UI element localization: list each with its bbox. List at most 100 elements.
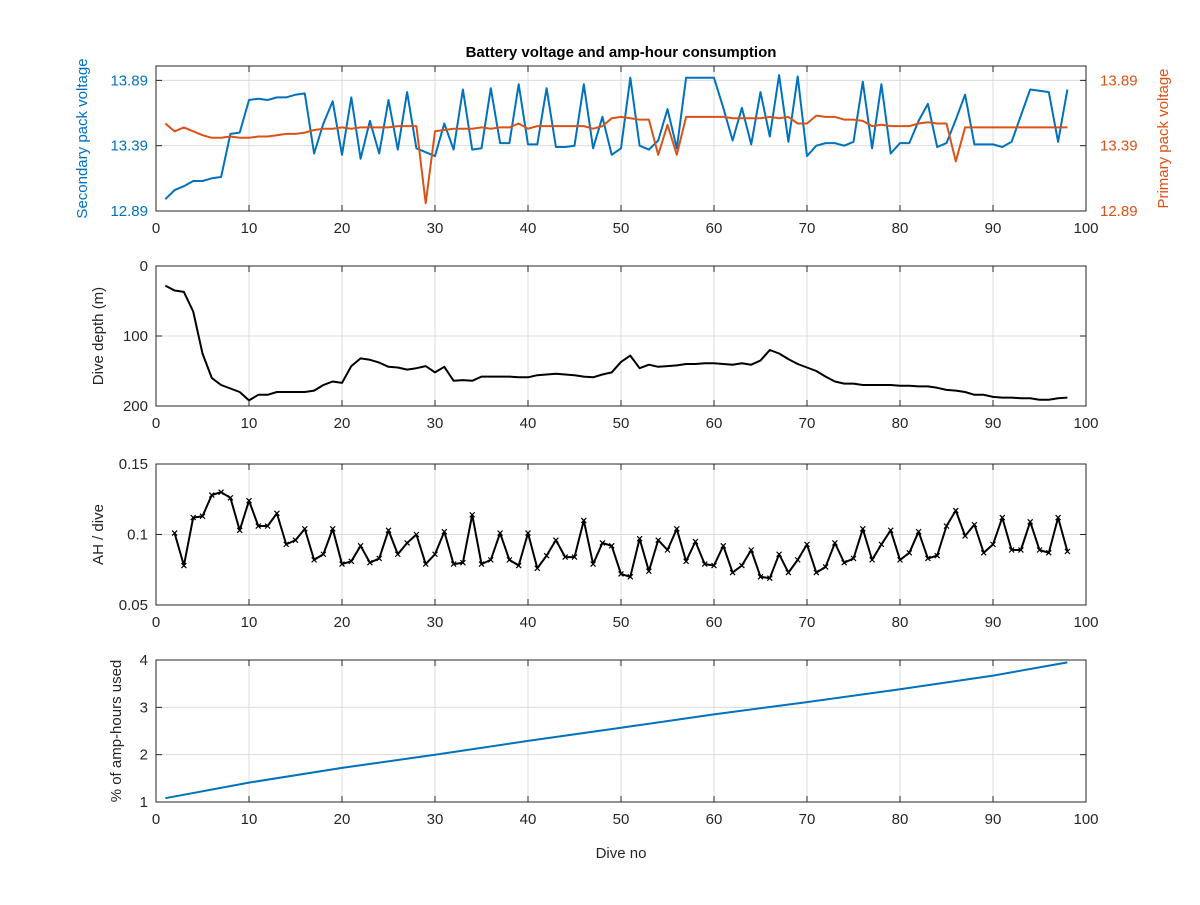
x-tick-label: 50 <box>613 811 630 828</box>
data-point-marker <box>776 551 783 558</box>
x-tick-label: 90 <box>985 811 1002 828</box>
data-point-marker <box>292 537 299 544</box>
data-point-marker <box>878 541 885 548</box>
data-point-marker <box>729 569 736 576</box>
data-point-marker <box>329 525 336 532</box>
data-point-marker <box>1008 547 1015 553</box>
data-point-marker <box>636 535 643 542</box>
data-point-marker <box>227 494 234 501</box>
y-right-axis-label: Primary pack voltage <box>1155 68 1172 208</box>
x-tick-label: 100 <box>1073 220 1098 237</box>
data-point-marker <box>1036 547 1043 553</box>
data-point-marker <box>487 556 494 563</box>
data-point-marker <box>859 525 866 532</box>
data-point-marker <box>841 559 848 566</box>
data-point-marker <box>339 561 345 568</box>
data-point-marker <box>562 554 569 560</box>
data-point-marker <box>404 540 411 546</box>
data-point-marker <box>711 562 717 569</box>
data-point-marker <box>738 562 745 569</box>
data-point-marker <box>850 555 857 562</box>
data-point-marker <box>794 556 801 563</box>
y-right-tick-label: 13.89 <box>1100 72 1138 89</box>
x-tick-label: 20 <box>334 415 351 432</box>
x-tick-label: 90 <box>985 220 1002 237</box>
x-tick-label: 20 <box>334 220 351 237</box>
data-point-marker <box>720 542 727 549</box>
x-tick-label: 0 <box>152 415 160 432</box>
y-tick-label: 1 <box>140 794 148 811</box>
x-tick-label: 50 <box>613 220 630 237</box>
x-tick-label: 60 <box>706 811 723 828</box>
data-point-marker <box>664 547 671 553</box>
y-axis-label: Dive depth (m) <box>90 287 107 385</box>
data-point-marker <box>208 492 215 498</box>
data-point-marker <box>348 558 355 565</box>
data-point-marker <box>701 561 708 568</box>
y-tick-label: 200 <box>123 398 148 415</box>
x-tick-label: 100 <box>1073 614 1098 631</box>
x-tick-label: 40 <box>520 220 537 237</box>
data-point-marker <box>543 552 550 559</box>
data-point-marker <box>869 556 876 563</box>
data-point-marker <box>301 525 308 532</box>
series-line-0 <box>165 661 1068 800</box>
data-point-marker <box>971 521 978 528</box>
x-tick-label: 70 <box>799 811 816 828</box>
data-point-marker <box>469 511 476 518</box>
data-point-marker <box>236 527 243 534</box>
x-tick-label: 60 <box>706 415 723 432</box>
data-point-marker <box>394 551 401 558</box>
data-point-marker <box>441 528 448 535</box>
x-tick-label: 0 <box>152 614 160 631</box>
data-point-marker <box>924 555 931 562</box>
data-point-marker <box>748 547 755 553</box>
y-tick-label: 0.15 <box>119 456 148 473</box>
voltage-panel: 0 10 20 30 40 50 60 70 80 90 10012.8913.3913.89Sec… <box>74 58 1172 237</box>
x-tick-label: 10 <box>241 614 258 631</box>
x-axis-label: Dive no <box>596 845 647 862</box>
data-point-marker <box>887 527 894 534</box>
data-point-marker <box>915 528 922 535</box>
data-point-marker <box>311 556 318 563</box>
data-point-marker <box>766 575 773 582</box>
x-tick-label: 90 <box>985 614 1002 631</box>
x-tick-label: 10 <box>241 415 258 432</box>
x-tick-label: 60 <box>706 614 723 631</box>
y-tick-label: 2 <box>140 747 148 764</box>
x-tick-label: 20 <box>334 811 351 828</box>
data-point-marker <box>478 561 485 568</box>
data-point-marker <box>608 542 615 549</box>
data-point-marker <box>525 530 531 537</box>
data-point-marker <box>199 513 206 520</box>
x-tick-label: 10 <box>241 220 258 237</box>
y-tick-label: 0.1 <box>127 527 148 544</box>
x-tick-label: 30 <box>427 614 444 631</box>
data-point-marker <box>692 538 699 545</box>
data-point-marker <box>785 569 792 576</box>
y-tick-label: 100 <box>123 328 148 345</box>
data-point-marker <box>822 564 829 570</box>
data-point-marker <box>934 552 941 559</box>
data-point-marker <box>357 542 364 549</box>
data-point-marker <box>413 531 420 538</box>
data-point-marker <box>590 561 597 568</box>
data-point-marker <box>320 551 327 558</box>
depth-panel: 0 10 20 30 40 50 60 70 80 90 100 0 100 200 Dive depth … <box>90 258 1099 432</box>
data-point-marker <box>459 559 466 566</box>
data-point-marker <box>1045 549 1052 556</box>
data-point-marker <box>952 507 959 514</box>
series-line-0 <box>164 74 1069 200</box>
data-point-marker <box>218 489 225 496</box>
data-point-marker <box>283 541 290 548</box>
data-point-marker <box>366 559 373 566</box>
data-point-marker <box>1027 518 1034 525</box>
y-axis-label: AH / dive <box>90 504 107 565</box>
data-point-marker <box>264 523 271 529</box>
data-point-marker <box>1017 547 1024 553</box>
data-point-marker <box>1064 548 1071 555</box>
amp-hour-per-dive-panel: 0 10 20 30 40 50 60 70 80 90 100 0.05 0.1 0.15 AH / di… <box>90 456 1099 631</box>
x-tick-label: 0 <box>152 811 160 828</box>
data-point-marker <box>906 549 913 556</box>
